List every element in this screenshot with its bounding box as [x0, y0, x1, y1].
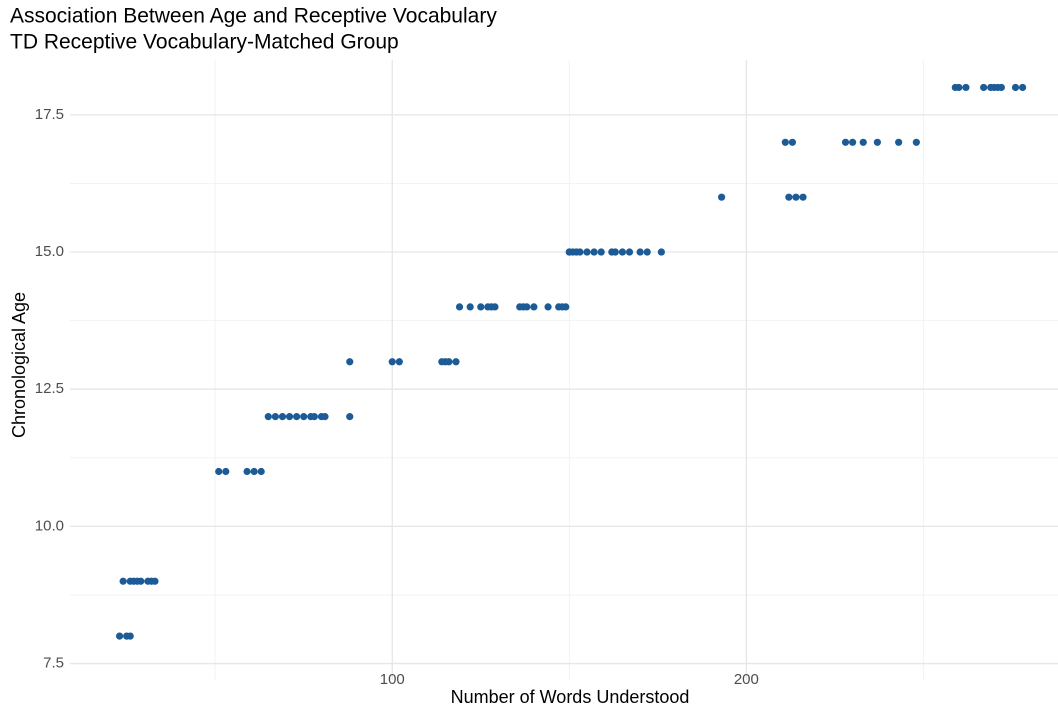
grid: [70, 60, 1058, 680]
point: [346, 413, 354, 421]
point: [115, 632, 124, 640]
point: [576, 248, 584, 256]
chart-title: Association Between Age and Receptive Vo…: [10, 5, 497, 28]
point: [126, 632, 134, 640]
point: [562, 303, 570, 311]
point: [530, 303, 538, 311]
point: [841, 138, 850, 146]
point: [445, 358, 453, 366]
point: [590, 248, 598, 256]
point: [611, 248, 619, 256]
point: [119, 577, 127, 585]
point: [895, 138, 903, 146]
point: [657, 248, 665, 256]
point: [980, 83, 988, 92]
point: [792, 193, 800, 201]
point: [310, 413, 318, 421]
point: [523, 303, 531, 311]
point: [222, 467, 230, 476]
point: [912, 138, 920, 146]
chart-subtitle: TD Receptive Vocabulary-Matched Group: [10, 31, 399, 54]
points: [115, 83, 1027, 640]
point: [215, 467, 223, 476]
point: [264, 413, 272, 421]
point: [285, 413, 294, 421]
point: [137, 577, 145, 585]
point: [151, 577, 159, 585]
point: [257, 467, 265, 476]
point: [388, 358, 396, 366]
point: [278, 413, 287, 421]
point: [300, 413, 308, 421]
point: [717, 193, 726, 201]
point: [321, 413, 329, 421]
x-tick-label: 200: [734, 671, 759, 688]
point: [346, 358, 354, 366]
point: [625, 248, 634, 256]
y-axis-title: Chronological Age: [9, 292, 29, 438]
point: [636, 248, 644, 256]
point: [477, 303, 485, 311]
point: [997, 83, 1005, 92]
point: [955, 83, 963, 92]
point: [466, 303, 474, 311]
y-tick-label: 10.0: [35, 517, 64, 534]
point: [250, 467, 258, 476]
point: [643, 248, 651, 256]
point: [788, 138, 797, 146]
y-tick-label: 7.5: [43, 655, 64, 672]
point: [293, 413, 301, 421]
point: [781, 138, 789, 146]
point: [597, 248, 605, 256]
point: [849, 138, 857, 146]
point: [243, 467, 251, 476]
point: [491, 303, 499, 311]
y-tick-label: 12.5: [35, 380, 64, 397]
point: [395, 358, 403, 366]
x-tick-label: 100: [380, 671, 405, 688]
point: [618, 248, 627, 256]
point: [271, 413, 279, 421]
point: [1011, 83, 1020, 92]
point: [785, 193, 793, 201]
point: [799, 193, 807, 201]
y-tick-label: 17.5: [35, 106, 64, 123]
point: [455, 303, 464, 311]
point: [1018, 83, 1027, 92]
point: [452, 358, 460, 366]
x-axis-title: Number of Words Understood: [451, 687, 690, 707]
point: [544, 303, 552, 311]
point: [962, 83, 970, 92]
point: [583, 248, 591, 256]
y-tick-label: 15.0: [35, 243, 64, 260]
point: [873, 138, 881, 146]
point: [859, 138, 867, 146]
